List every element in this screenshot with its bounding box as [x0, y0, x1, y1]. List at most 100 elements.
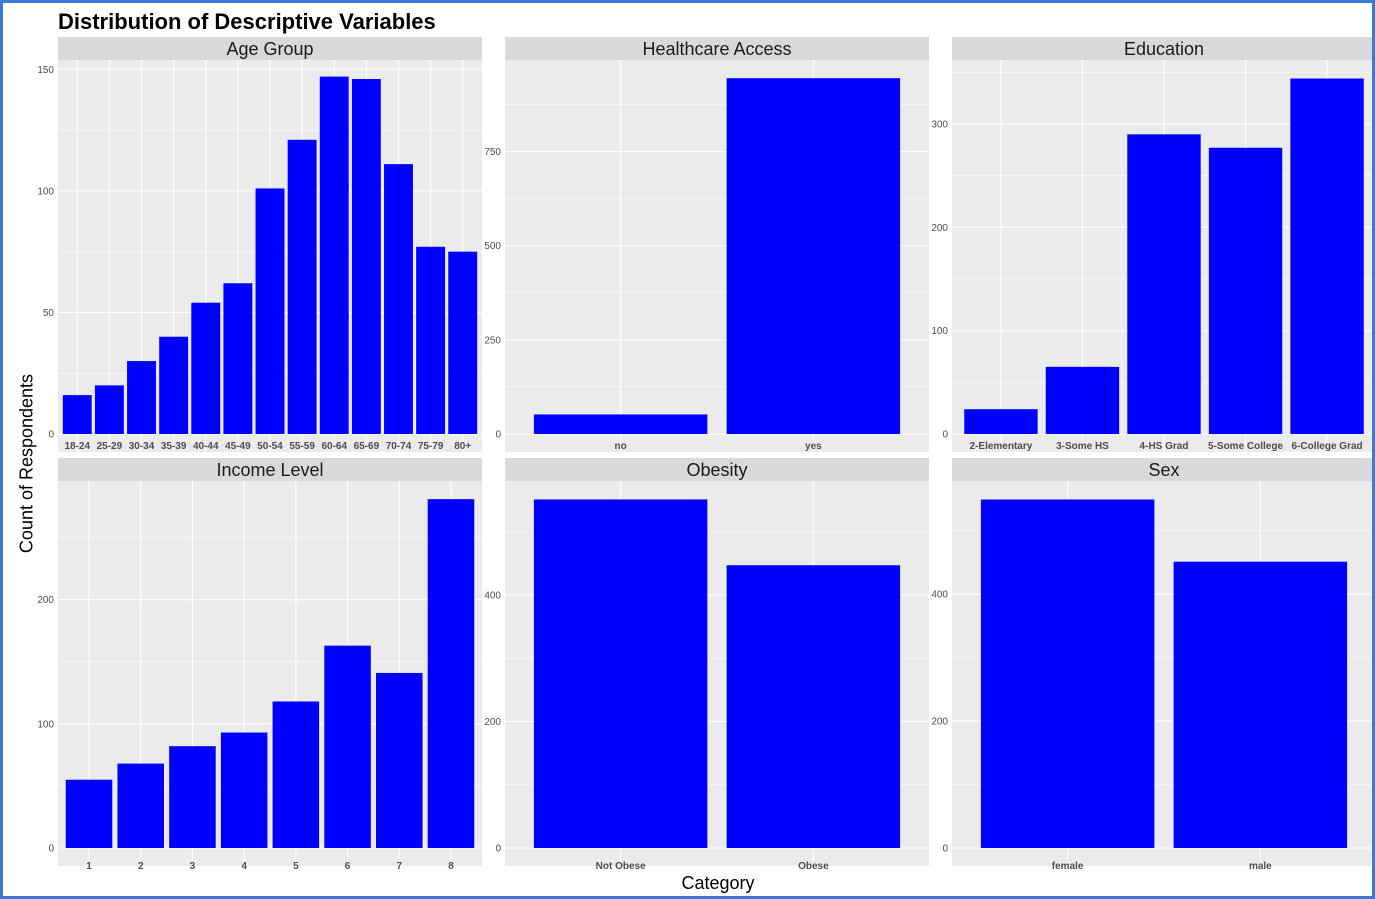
y-tick-label: 0: [942, 844, 948, 855]
y-tick-label: 200: [37, 595, 54, 606]
bar: [287, 139, 317, 434]
bar: [191, 302, 221, 434]
bar: [376, 672, 423, 848]
x-tick-label: 25-29: [97, 441, 123, 452]
bar: [223, 283, 253, 434]
bar: [964, 409, 1038, 434]
y-tick-label: 0: [495, 844, 501, 855]
x-tick-label: 2-Elementary: [970, 441, 1033, 452]
bar: [726, 565, 901, 848]
bar: [351, 79, 381, 435]
x-tick-label: 80+: [454, 441, 471, 452]
x-tick-label: 1: [86, 861, 92, 872]
facet-strip: [58, 458, 482, 481]
x-tick-label: 2: [138, 861, 144, 872]
y-tick-label: 0: [48, 430, 54, 441]
facet-strip: [952, 458, 1372, 481]
x-axis-label: Category: [681, 873, 755, 893]
facet-title: Income Level: [216, 460, 323, 480]
bar: [384, 164, 413, 434]
x-tick-label: 75-79: [418, 441, 444, 452]
y-tick-label: 0: [495, 430, 501, 441]
bar: [533, 414, 708, 434]
y-tick-label: 200: [931, 223, 948, 234]
x-tick-label: female: [1052, 861, 1084, 872]
y-tick-label: 100: [931, 326, 948, 337]
y-tick-label: 0: [48, 844, 54, 855]
bar: [127, 361, 156, 434]
x-tick-label: 8: [448, 861, 454, 872]
bar: [159, 336, 189, 434]
facet-strip: [505, 458, 929, 481]
bar: [65, 779, 113, 848]
y-tick-label: 200: [931, 717, 948, 728]
x-tick-label: 70-74: [386, 441, 412, 452]
x-tick-label: 4-HS Grad: [1140, 441, 1189, 452]
bar: [255, 188, 285, 434]
y-tick-label: 200: [484, 717, 501, 728]
y-tick-label: 500: [484, 241, 501, 252]
x-tick-label: 5: [293, 861, 299, 872]
bar: [272, 701, 320, 848]
x-tick-label: Obese: [798, 861, 829, 872]
bar: [980, 499, 1155, 848]
bar: [94, 385, 124, 434]
y-tick-label: 50: [43, 308, 55, 319]
bar: [220, 732, 268, 848]
y-tick-label: 300: [931, 120, 948, 131]
x-tick-label: 7: [396, 861, 402, 872]
bar: [533, 499, 708, 848]
x-tick-label: 30-34: [129, 441, 155, 452]
figure-title: Distribution of Descriptive Variables: [58, 9, 436, 34]
bar: [416, 246, 446, 434]
bar: [1045, 366, 1120, 434]
facet-title: Age Group: [226, 39, 313, 59]
bar: [1208, 147, 1283, 434]
facet-title: Obesity: [686, 460, 747, 480]
x-tick-label: 65-69: [354, 441, 380, 452]
x-tick-label: 45-49: [225, 441, 251, 452]
x-tick-label: no: [615, 441, 627, 452]
y-tick-label: 100: [37, 719, 54, 730]
bar: [62, 395, 92, 434]
bar: [427, 499, 475, 848]
x-tick-label: 35-39: [161, 441, 187, 452]
x-tick-label: 6: [345, 861, 351, 872]
x-tick-label: 40-44: [193, 441, 219, 452]
facet-strip: [58, 37, 482, 60]
y-tick-label: 150: [37, 65, 54, 76]
x-tick-label: male: [1249, 861, 1272, 872]
facet-strip: [952, 37, 1372, 60]
bar: [1127, 134, 1201, 435]
x-tick-label: yes: [805, 441, 822, 452]
facet-title: Healthcare Access: [642, 39, 791, 59]
figure-canvas: Distribution of Descriptive Variables Co…: [3, 3, 1372, 896]
bar: [169, 746, 216, 848]
x-tick-label: 3-Some HS: [1056, 441, 1109, 452]
x-tick-label: 5-Some College: [1208, 441, 1283, 452]
y-tick-label: 400: [931, 590, 948, 601]
y-tick-label: 750: [484, 147, 501, 158]
y-tick-label: 100: [37, 186, 54, 197]
bar: [117, 763, 164, 848]
y-tick-label: 400: [484, 590, 501, 601]
x-tick-label: 3: [190, 861, 196, 872]
bar: [324, 645, 371, 848]
x-tick-label: 4: [241, 861, 247, 872]
bar: [319, 76, 349, 435]
y-tick-label: 250: [484, 335, 501, 346]
x-tick-label: Not Obese: [596, 861, 646, 872]
bar: [1290, 78, 1364, 435]
facet-title: Sex: [1148, 460, 1179, 480]
x-tick-label: 55-59: [289, 441, 315, 452]
x-tick-label: 60-64: [321, 441, 347, 452]
facet-strip: [505, 37, 929, 60]
bar: [1173, 561, 1348, 848]
bar: [726, 78, 901, 435]
y-tick-label: 0: [942, 430, 948, 441]
x-tick-label: 50-54: [257, 441, 283, 452]
x-tick-label: 18-24: [64, 441, 90, 452]
bar: [448, 251, 478, 434]
x-tick-label: 6-College Grad: [1292, 441, 1363, 452]
